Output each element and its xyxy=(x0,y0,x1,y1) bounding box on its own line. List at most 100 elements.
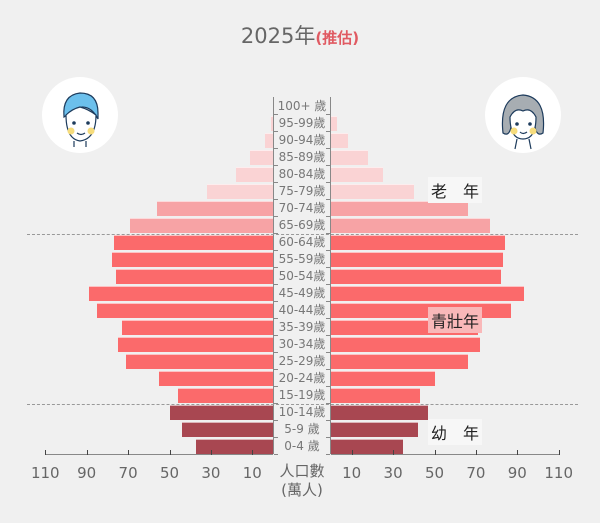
label-tick xyxy=(274,216,278,217)
x-tick xyxy=(169,450,171,455)
x-tick-label: 50 xyxy=(424,464,445,482)
label-tick xyxy=(326,437,330,438)
bar-female xyxy=(331,354,468,369)
label-tick xyxy=(274,165,278,166)
age-label: 25-29歲 xyxy=(275,353,329,370)
age-label: 20-24歲 xyxy=(275,370,329,387)
label-tick xyxy=(326,165,330,166)
label-tick xyxy=(274,386,278,387)
bar-male xyxy=(250,150,273,165)
label-tick xyxy=(274,148,278,149)
label-tick xyxy=(274,250,278,251)
label-tick xyxy=(326,301,330,302)
bar-female xyxy=(331,388,420,403)
label-tick xyxy=(274,335,278,336)
label-tick xyxy=(274,437,278,438)
age-label: 80-84歲 xyxy=(275,166,329,183)
bar-female xyxy=(331,422,418,437)
label-tick xyxy=(326,420,330,421)
x-tick xyxy=(434,450,436,455)
bar-male xyxy=(88,286,273,301)
label-tick xyxy=(274,199,278,200)
age-label: 90-94歲 xyxy=(275,132,329,149)
x-tick xyxy=(128,450,130,455)
label-tick xyxy=(326,148,330,149)
x-tick-label: 30 xyxy=(201,464,221,482)
bar-male xyxy=(111,252,273,267)
label-tick xyxy=(326,182,330,183)
bar-male xyxy=(130,218,273,233)
title-estimate: (推估) xyxy=(315,29,360,47)
bar-male xyxy=(181,422,273,437)
age-label: 40-44歲 xyxy=(275,302,329,319)
label-tick xyxy=(326,267,330,268)
x-tick-label: 110 xyxy=(544,464,573,482)
x-axis-right xyxy=(331,454,560,455)
x-tick xyxy=(351,450,353,455)
x-tick xyxy=(210,450,212,455)
bar-male xyxy=(115,269,273,284)
bar-female xyxy=(331,218,491,233)
x-tick xyxy=(517,450,519,455)
x-axis-title-line2: (萬人) xyxy=(281,481,323,499)
age-label: 100+ 歲 xyxy=(275,98,329,115)
label-tick xyxy=(274,267,278,268)
age-label: 70-74歲 xyxy=(275,200,329,217)
label-tick xyxy=(326,284,330,285)
bar-male xyxy=(235,167,273,182)
x-axis-title: 人口數 (萬人) xyxy=(273,462,331,500)
age-label: 55-59歲 xyxy=(275,251,329,268)
bar-male xyxy=(126,354,273,369)
age-label: 5-9 歲 xyxy=(275,421,329,438)
bar-male xyxy=(157,201,273,216)
x-tick xyxy=(475,450,477,455)
bar-female xyxy=(331,337,481,352)
x-tick-label: 10 xyxy=(242,464,262,482)
bar-female xyxy=(331,235,505,250)
bar-female xyxy=(331,252,503,267)
bar-male xyxy=(121,320,273,335)
separator-elderly-working xyxy=(27,234,578,235)
label-tick xyxy=(326,318,330,319)
age-label: 45-49歲 xyxy=(275,285,329,302)
label-tick xyxy=(326,114,330,115)
label-tick xyxy=(274,318,278,319)
age-label: 60-64歲 xyxy=(275,234,329,251)
x-tick-label: 10 xyxy=(342,464,362,482)
bar-male xyxy=(97,303,273,318)
label-tick xyxy=(274,454,278,455)
x-tick-label: 70 xyxy=(118,464,138,482)
age-label: 0-4 歲 xyxy=(275,438,329,455)
bar-male xyxy=(206,184,273,199)
x-tick-label: 90 xyxy=(507,464,527,482)
bar-female xyxy=(331,116,338,131)
age-label: 35-39歲 xyxy=(275,319,329,336)
age-label: 65-69歲 xyxy=(275,217,329,234)
bar-male xyxy=(113,235,273,250)
male-avatar-icon xyxy=(42,77,118,153)
bar-female xyxy=(331,371,435,386)
x-tick xyxy=(86,450,88,455)
x-tick-label: 110 xyxy=(30,464,60,482)
age-label: 95-99歲 xyxy=(275,115,329,132)
label-tick xyxy=(326,386,330,387)
x-tick-label: 70 xyxy=(466,464,486,482)
label-tick xyxy=(326,454,330,455)
separator-working-young xyxy=(27,404,578,405)
x-tick-label: 50 xyxy=(159,464,180,482)
bar-female xyxy=(331,286,524,301)
bar-female xyxy=(331,167,383,182)
age-label: 15-19歲 xyxy=(275,387,329,404)
x-tick xyxy=(45,450,47,455)
group-label-working: 青壯年 xyxy=(428,307,483,333)
label-tick xyxy=(274,352,278,353)
x-tick-label: 30 xyxy=(383,464,403,482)
bar-male xyxy=(117,337,273,352)
bar-male xyxy=(270,116,273,131)
x-tick xyxy=(393,450,395,455)
label-tick xyxy=(274,131,278,132)
female-avatar-icon xyxy=(485,77,561,153)
label-tick xyxy=(326,352,330,353)
age-label: 10-14歲 xyxy=(275,404,329,421)
age-label-column xyxy=(273,97,331,454)
